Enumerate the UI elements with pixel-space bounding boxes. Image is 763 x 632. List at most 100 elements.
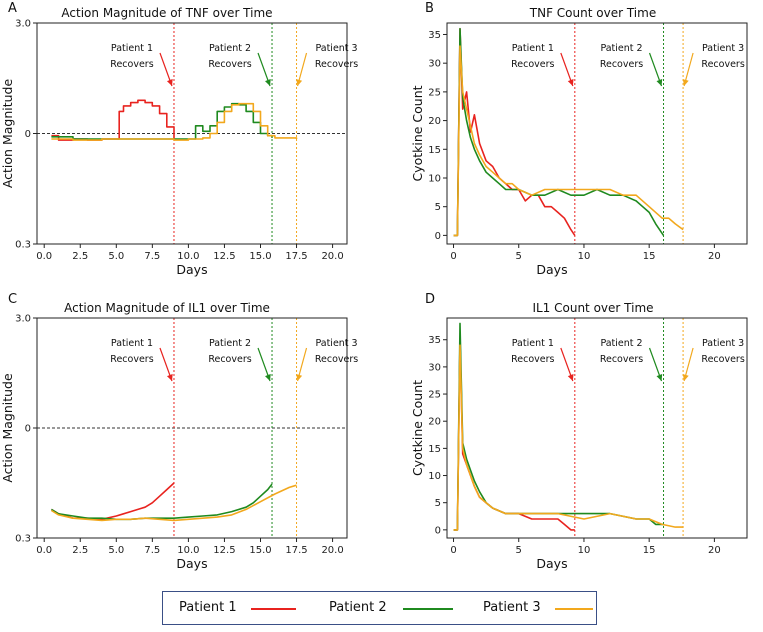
series-line-b-patient-3: [453, 45, 684, 237]
x-tick-label: 12.5: [213, 545, 235, 556]
x-axis-label-d: Days: [536, 556, 567, 571]
panel-letter-d: D: [425, 292, 435, 307]
recovery-annotation-line2-b-1: Recovers: [511, 59, 554, 70]
series-line-d-patient-3: [453, 344, 684, 531]
y-tick-label: 0.3: [15, 534, 31, 545]
recovery-annotation-line2-b-3: Recovers: [701, 59, 744, 70]
chart-panel-a: A Action Magnitude of TNF over Time 0.0 2.5…: [0, 1, 358, 277]
chart-panel-b: B TNF Count over Time 0 5 10 15 20 0 5 10 15 20 25 30…: [410, 1, 748, 277]
series-line-a-patient-1: [51, 99, 175, 141]
recovery-arrowhead-d-2: [656, 374, 663, 381]
recovery-arrowhead-d-1: [567, 374, 574, 381]
x-tick-label: 17.5: [285, 545, 307, 556]
y-tick-label: 30: [428, 59, 441, 70]
chart-title-a: Action Magnitude of TNF over Time: [61, 6, 272, 20]
recovery-arrowhead-a-1: [166, 79, 173, 86]
x-tick-label: 20: [708, 251, 721, 262]
legend: Patient 1 Patient 2 Patient 3: [162, 591, 597, 625]
plot-frame-b: [446, 22, 748, 245]
recovery-annotation-line2-c-2: Recovers: [208, 354, 251, 365]
x-tick-label: 0: [450, 251, 456, 262]
series-line-c-patient-1: [50, 482, 175, 521]
y-tick-label: 0: [435, 231, 441, 242]
y-tick-label: 15: [428, 444, 441, 455]
recovery-annotation-b-1: Patient 1: [512, 43, 554, 54]
recovery-annotation-c-2: Patient 2: [209, 338, 251, 349]
legend-label-patient-2: Patient 2: [329, 600, 387, 615]
recovery-arrowhead-d-3: [682, 374, 689, 381]
recovery-arrowhead-c-2: [265, 374, 271, 381]
y-axis-label-c: Action Magnitude: [0, 373, 15, 483]
recovery-annotation-c-1: Patient 1: [111, 338, 153, 349]
x-tick-label: 2.5: [72, 251, 88, 262]
legend-label-patient-1: Patient 1: [179, 600, 237, 615]
x-tick-label: 10: [578, 545, 591, 556]
y-tick-label: 3.0: [15, 19, 31, 30]
x-tick-label: 15: [643, 251, 656, 262]
y-tick-label: 0: [25, 129, 31, 140]
recovery-annotation-line2-d-1: Recovers: [511, 354, 554, 365]
y-tick-label: 20: [428, 116, 441, 127]
y-tick-label: 0: [435, 525, 441, 536]
figure: A Action Magnitude of TNF over Time 0.0 2.5…: [0, 1, 748, 571]
y-axis-label-a: Action Magnitude: [0, 79, 15, 189]
x-tick-label: 10: [578, 251, 591, 262]
recovery-annotation-b-2: Patient 2: [600, 43, 642, 54]
y-tick-label: 20: [428, 417, 441, 428]
panel-letter-a: A: [8, 1, 17, 16]
recovery-annotation-d-3: Patient 3: [702, 338, 744, 349]
y-tick-label: 35: [428, 335, 441, 346]
recovery-arrowhead-c-3: [296, 374, 303, 381]
panel-letter-b: B: [425, 1, 434, 16]
recovery-annotation-c-3: Patient 3: [315, 338, 357, 349]
y-tick-label: 3.0: [15, 314, 31, 325]
x-tick-label: 20.0: [321, 545, 343, 556]
x-tick-label: 20: [708, 545, 721, 556]
x-tick-label: 15: [643, 545, 656, 556]
y-tick-label: 5: [435, 202, 441, 213]
x-tick-label: 15.0: [249, 251, 271, 262]
recovery-annotation-line2-b-2: Recovers: [600, 59, 643, 70]
recovery-annotation-line2-c-3: Recovers: [315, 354, 358, 365]
recovery-annotation-line2-d-2: Recovers: [600, 354, 643, 365]
x-axis-label-c: Days: [176, 556, 207, 571]
y-tick-label: 30: [428, 362, 441, 373]
x-tick-label: 0.0: [36, 545, 52, 556]
series-line-a-patient-3: [51, 102, 298, 141]
legend-line-patient-3: [555, 608, 593, 610]
chart-title-c: Action Magnitude of IL1 over Time: [64, 301, 270, 315]
recovery-annotation-d-1: Patient 1: [512, 338, 554, 349]
recovery-arrowhead-a-3: [296, 79, 303, 86]
recovery-annotation-d-2: Patient 2: [600, 338, 642, 349]
x-tick-label: 7.5: [144, 545, 160, 556]
chart-panel-c: C Action Magnitude of IL1 over Time 0.0 2.5…: [0, 292, 358, 571]
x-tick-label: 7.5: [144, 251, 160, 262]
x-tick-label: 12.5: [213, 251, 235, 262]
x-tick-label: 10.0: [177, 251, 199, 262]
x-tick-label: 2.5: [72, 545, 88, 556]
y-tick-label: 10: [428, 471, 441, 482]
chart-panel-d: D IL1 Count over Time 0 5 10 15 20 0 5 10 15 20 25 30…: [410, 292, 748, 571]
recovery-annotation-line2-a-2: Recovers: [208, 59, 251, 70]
y-axis-label-b: Cyotkine Count: [410, 85, 425, 181]
y-tick-label: 35: [428, 30, 441, 41]
series-line-c-patient-3: [50, 484, 297, 522]
chart-title-d: IL1 Count over Time: [532, 301, 653, 315]
series-line-c-patient-2: [50, 483, 273, 521]
y-tick-label: 10: [428, 173, 441, 184]
recovery-annotation-a-2: Patient 2: [209, 43, 251, 54]
recovery-annotation-a-3: Patient 3: [315, 43, 357, 54]
x-tick-label: 10.0: [177, 545, 199, 556]
y-tick-label: 0: [25, 424, 31, 435]
recovery-annotation-line2-a-1: Recovers: [110, 59, 153, 70]
x-tick-label: 5.0: [108, 545, 124, 556]
recovery-arrowhead-b-2: [656, 79, 663, 86]
chart-title-b: TNF Count over Time: [529, 6, 656, 20]
recovery-arrowhead-a-2: [265, 79, 271, 86]
legend-line-patient-2: [403, 608, 453, 610]
y-axis-label-d: Cyotkine Count: [410, 380, 425, 476]
x-tick-label: 0: [450, 545, 456, 556]
y-tick-label: 15: [428, 145, 441, 156]
legend-line-patient-1: [251, 608, 296, 610]
x-tick-label: 15.0: [249, 545, 271, 556]
